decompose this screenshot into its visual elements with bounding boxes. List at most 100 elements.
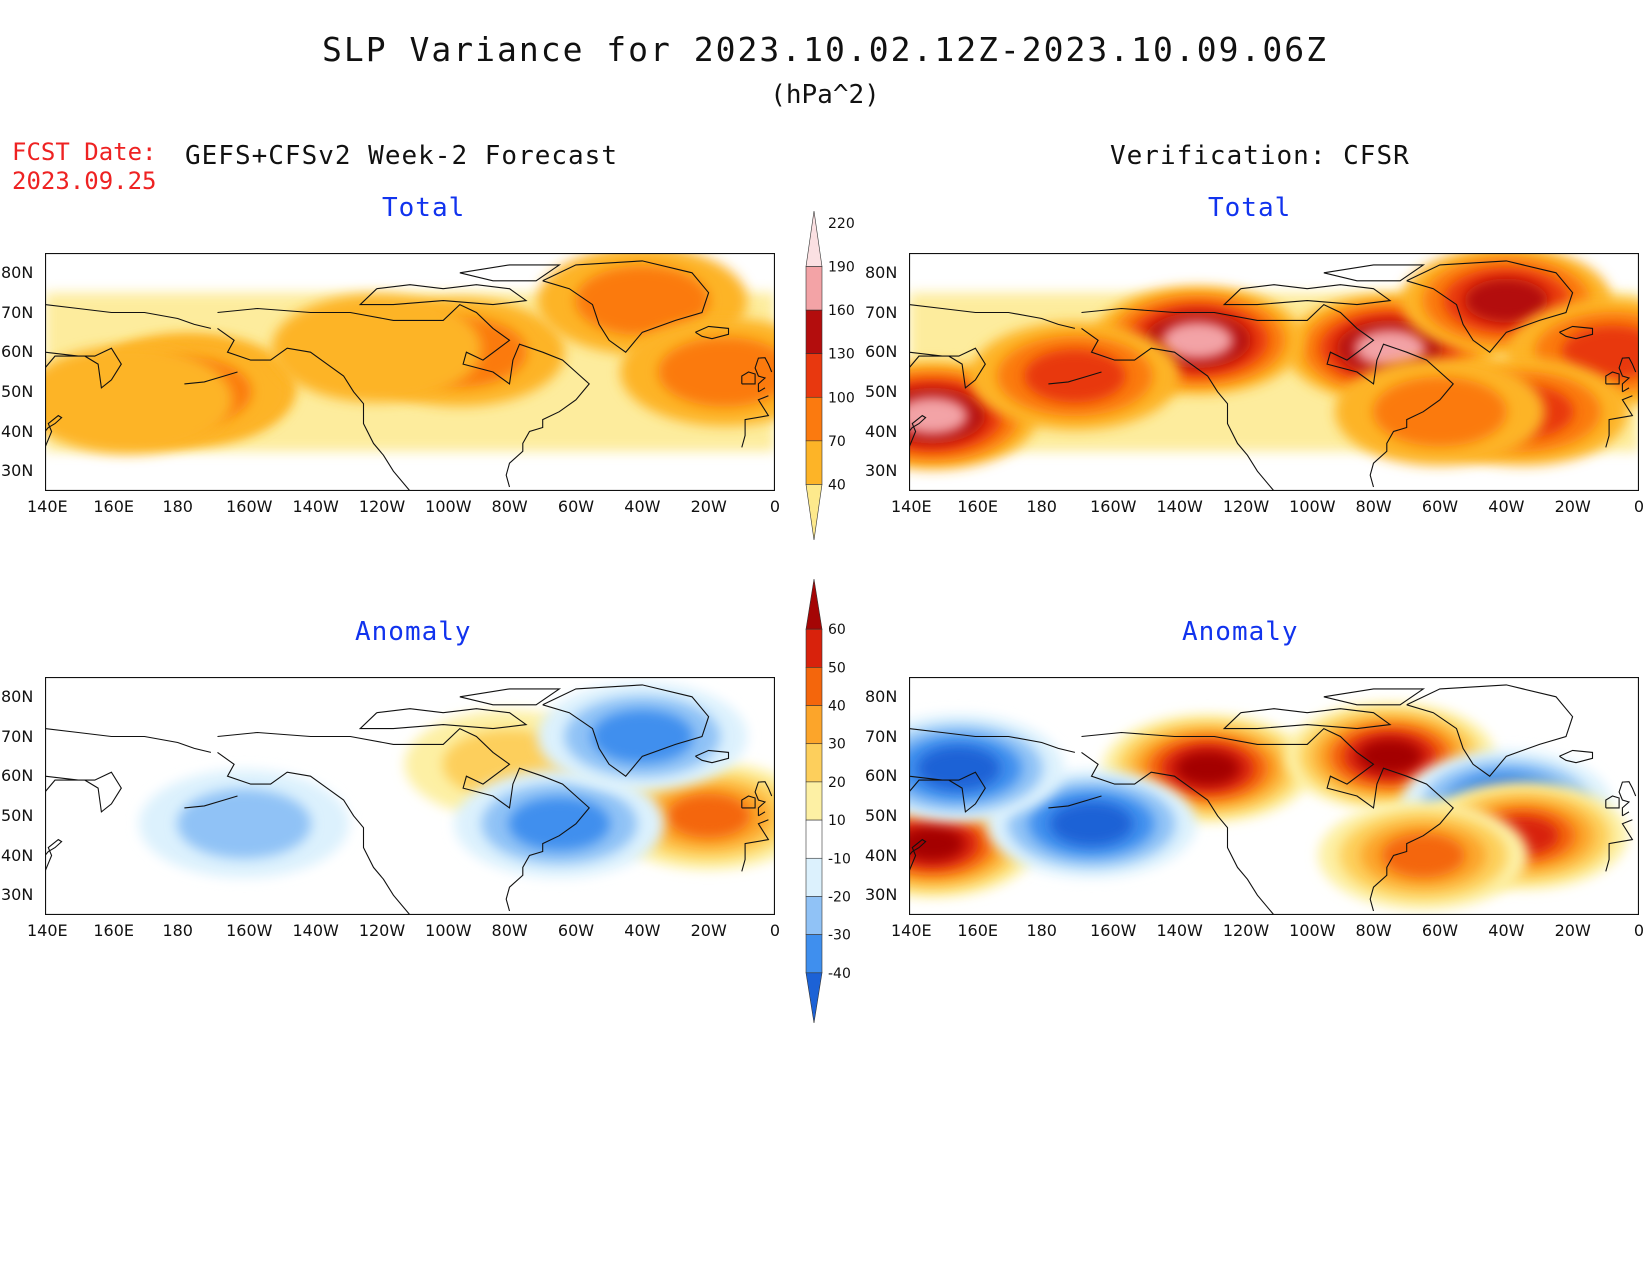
lon-tick-label: 40W: [624, 921, 661, 940]
contour-region-2: [45, 345, 233, 454]
lat-tick-label: 70N: [865, 726, 898, 746]
panel-title-fcst-total: Total: [382, 193, 466, 223]
lat-tick-label: 80N: [865, 262, 898, 282]
lon-tick-label: 0: [1633, 921, 1645, 940]
coastline: [754, 357, 773, 392]
coastline: [741, 371, 756, 385]
panel-title-obs-total: Total: [1208, 193, 1292, 223]
coastline: [741, 795, 756, 809]
coastline: [45, 347, 122, 389]
lat-tick-label: 50N: [1, 381, 34, 401]
lat-tick-label: 70N: [1, 726, 34, 746]
lon-tick-label: 20W: [690, 497, 727, 516]
colorbar-swatch: [805, 484, 823, 540]
lat-tick-label: 50N: [1, 805, 34, 825]
colorbar-level-label: 20: [828, 775, 846, 791]
lat-tick-label: 50N: [865, 381, 898, 401]
colorbar-level-label: 30: [828, 737, 846, 753]
coastline: [1622, 387, 1630, 393]
lat-tick-label: 40N: [865, 421, 898, 441]
map-forecast-anomaly: [45, 677, 775, 915]
lon-tick-label: 0: [769, 921, 781, 940]
forecast-subtitle: GEFS+CFSv2 Week-2 Forecast: [185, 141, 618, 171]
colorbar-level-label: -30: [828, 928, 851, 944]
lon-tick-label: 160W: [226, 497, 273, 516]
coastline: [1605, 371, 1620, 385]
contour-region-2: [1358, 739, 1423, 774]
contour-region-6: [917, 746, 1001, 791]
lon-tick-label: 160E: [957, 497, 999, 516]
contour-region-6: [658, 337, 775, 407]
map-frame: [45, 677, 775, 915]
coastline: [358, 708, 528, 730]
colorbar-swatch: [805, 743, 823, 783]
coastline: [1081, 727, 1454, 912]
coastline: [758, 811, 766, 817]
coastline: [45, 414, 63, 448]
lon-tick-label: 60W: [1421, 497, 1459, 516]
lon-tick-label: 0: [1633, 497, 1645, 516]
coastline: [1605, 395, 1634, 448]
coastline: [754, 781, 773, 816]
lon-tick-label: 100W: [1289, 497, 1336, 516]
coastline: [217, 303, 590, 488]
lat-tick-label: 40N: [1, 845, 34, 865]
coastline: [1222, 284, 1392, 306]
coastline: [909, 304, 1076, 329]
colorbar-level-label: 50: [828, 660, 846, 676]
fcst-date-value: 2023.09.25: [12, 167, 157, 195]
coastline: [909, 771, 986, 813]
lat-tick-label: 30N: [865, 885, 898, 905]
colorbar-level-label: 160: [828, 303, 855, 319]
coastline: [184, 371, 238, 385]
map-frame: [45, 253, 775, 491]
coastline: [217, 327, 411, 491]
colorbar-level-label: 100: [828, 390, 855, 406]
lat-tick-label: 80N: [1, 262, 34, 282]
map-verification-total: [909, 253, 1639, 491]
coastline: [217, 727, 590, 912]
colorbar-level-label: -10: [828, 851, 851, 867]
colorbar-anomaly: -40 -30 -20 -10 10 20 30 40 50 60: [805, 578, 851, 1023]
map-frame: [909, 677, 1639, 915]
lon-tick-label: 20W: [1554, 497, 1591, 516]
map-frame: [909, 253, 1639, 491]
lon-tick-label: 160W: [1090, 921, 1137, 940]
colorbar-swatch: [805, 628, 823, 668]
lat-tick-label: 70N: [865, 302, 898, 322]
lat-tick-label: 50N: [865, 805, 898, 825]
lon-tick-label: 100W: [425, 497, 472, 516]
colorbar-swatch: [805, 578, 823, 630]
lon-tick-label: 180: [162, 497, 193, 516]
lat-tick-label: 40N: [1, 421, 34, 441]
colorbar-level-label: 190: [828, 260, 855, 276]
contour-region-0: [909, 826, 965, 861]
colorbar-swatch: [805, 396, 823, 442]
coastline: [45, 838, 63, 872]
lon-tick-label: 120W: [1222, 497, 1270, 516]
lat-tick-label: 80N: [1, 686, 34, 706]
coastline: [1406, 684, 1574, 777]
coastline: [741, 819, 770, 872]
lon-tick-label: 180: [1026, 921, 1057, 940]
colorbar-level-label: 220: [828, 216, 855, 232]
coastline: [1622, 811, 1630, 817]
lon-tick-label: 160W: [1090, 497, 1137, 516]
lon-tick-label: 100W: [425, 921, 472, 940]
contour-region-3: [591, 709, 693, 764]
coastline: [459, 264, 562, 282]
colorbar-level-label: 40: [828, 477, 846, 493]
contour-region-4: [177, 788, 312, 859]
coastline: [1081, 751, 1275, 915]
lon-tick-label: 120W: [358, 921, 406, 940]
lon-tick-label: 140W: [292, 921, 339, 940]
lon-tick-label: 140E: [27, 497, 68, 516]
contour-region-4: [271, 294, 482, 403]
coastline: [1081, 303, 1454, 488]
lon-tick-label: 140W: [1156, 921, 1203, 940]
coastline: [758, 387, 766, 393]
colorbar-swatch: [805, 309, 823, 355]
colorbar-swatch: [805, 440, 823, 485]
coastline: [1618, 781, 1637, 816]
contour-region-7: [1372, 376, 1507, 447]
